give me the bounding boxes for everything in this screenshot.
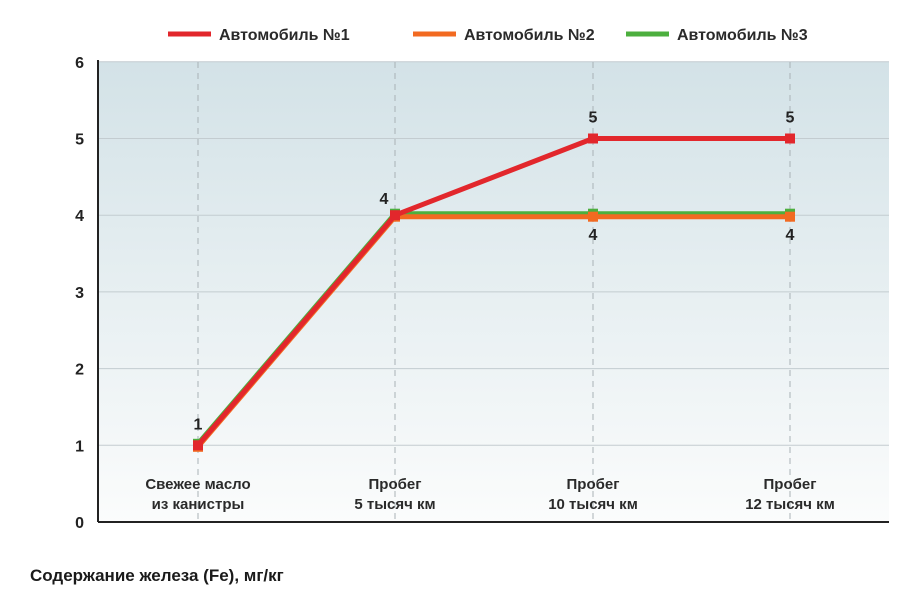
x-category-label-0: Свежее масло из канистры (145, 476, 250, 513)
legend-label-3: Автомобиль №3 (677, 27, 808, 44)
legend-label-2: Автомобиль №2 (464, 27, 595, 44)
data-label-5: 4 (786, 227, 795, 244)
data-label-2: 5 (589, 110, 598, 127)
series-1-point-0 (193, 440, 203, 451)
axes: 0 1 2 3 4 5 6 Свежее масло из канистры Пробег 5 ты… (75, 55, 889, 532)
series-1-point-2 (588, 133, 598, 144)
series-1-point-1 (390, 210, 400, 221)
y-tick-label-6: 6 (75, 55, 84, 72)
series-line-1 (196, 136, 790, 447)
line-chart: 0 1 2 3 4 5 6 Свежее масло из канистры Пробег 5 ты… (75, 27, 889, 532)
series-2-point-3 (785, 211, 795, 222)
data-label-1: 4 (380, 191, 389, 208)
legend-label-1: Автомобиль №1 (219, 27, 350, 44)
y-tick-label-2: 2 (75, 362, 84, 379)
x-category-label-2: Пробег 10 тысяч км (548, 476, 638, 513)
x-category-label-3: Пробег 12 тысяч км (745, 476, 835, 513)
data-label-4: 4 (589, 227, 598, 244)
y-tick-label-1: 1 (75, 438, 84, 455)
series-2-point-2 (588, 211, 598, 222)
data-label-0: 1 (194, 416, 203, 433)
data-labels: 1 4 5 5 4 4 (194, 110, 795, 434)
y-tick-label-4: 4 (75, 208, 84, 225)
y-tick-label-0: 0 (75, 515, 84, 532)
series-lines (193, 133, 795, 452)
y-tick-label-5: 5 (75, 132, 84, 149)
y-tick-label-3: 3 (75, 285, 84, 302)
data-label-3: 5 (786, 110, 795, 127)
chart-caption: Содержание железа (Fe), мг/кг (30, 566, 284, 585)
legend: Автомобиль №1 Автомобиль №2 Автомобиль №3 (168, 27, 808, 44)
x-category-label-1: Пробег 5 тысяч км (354, 476, 435, 513)
series-1-point-3 (785, 133, 795, 144)
